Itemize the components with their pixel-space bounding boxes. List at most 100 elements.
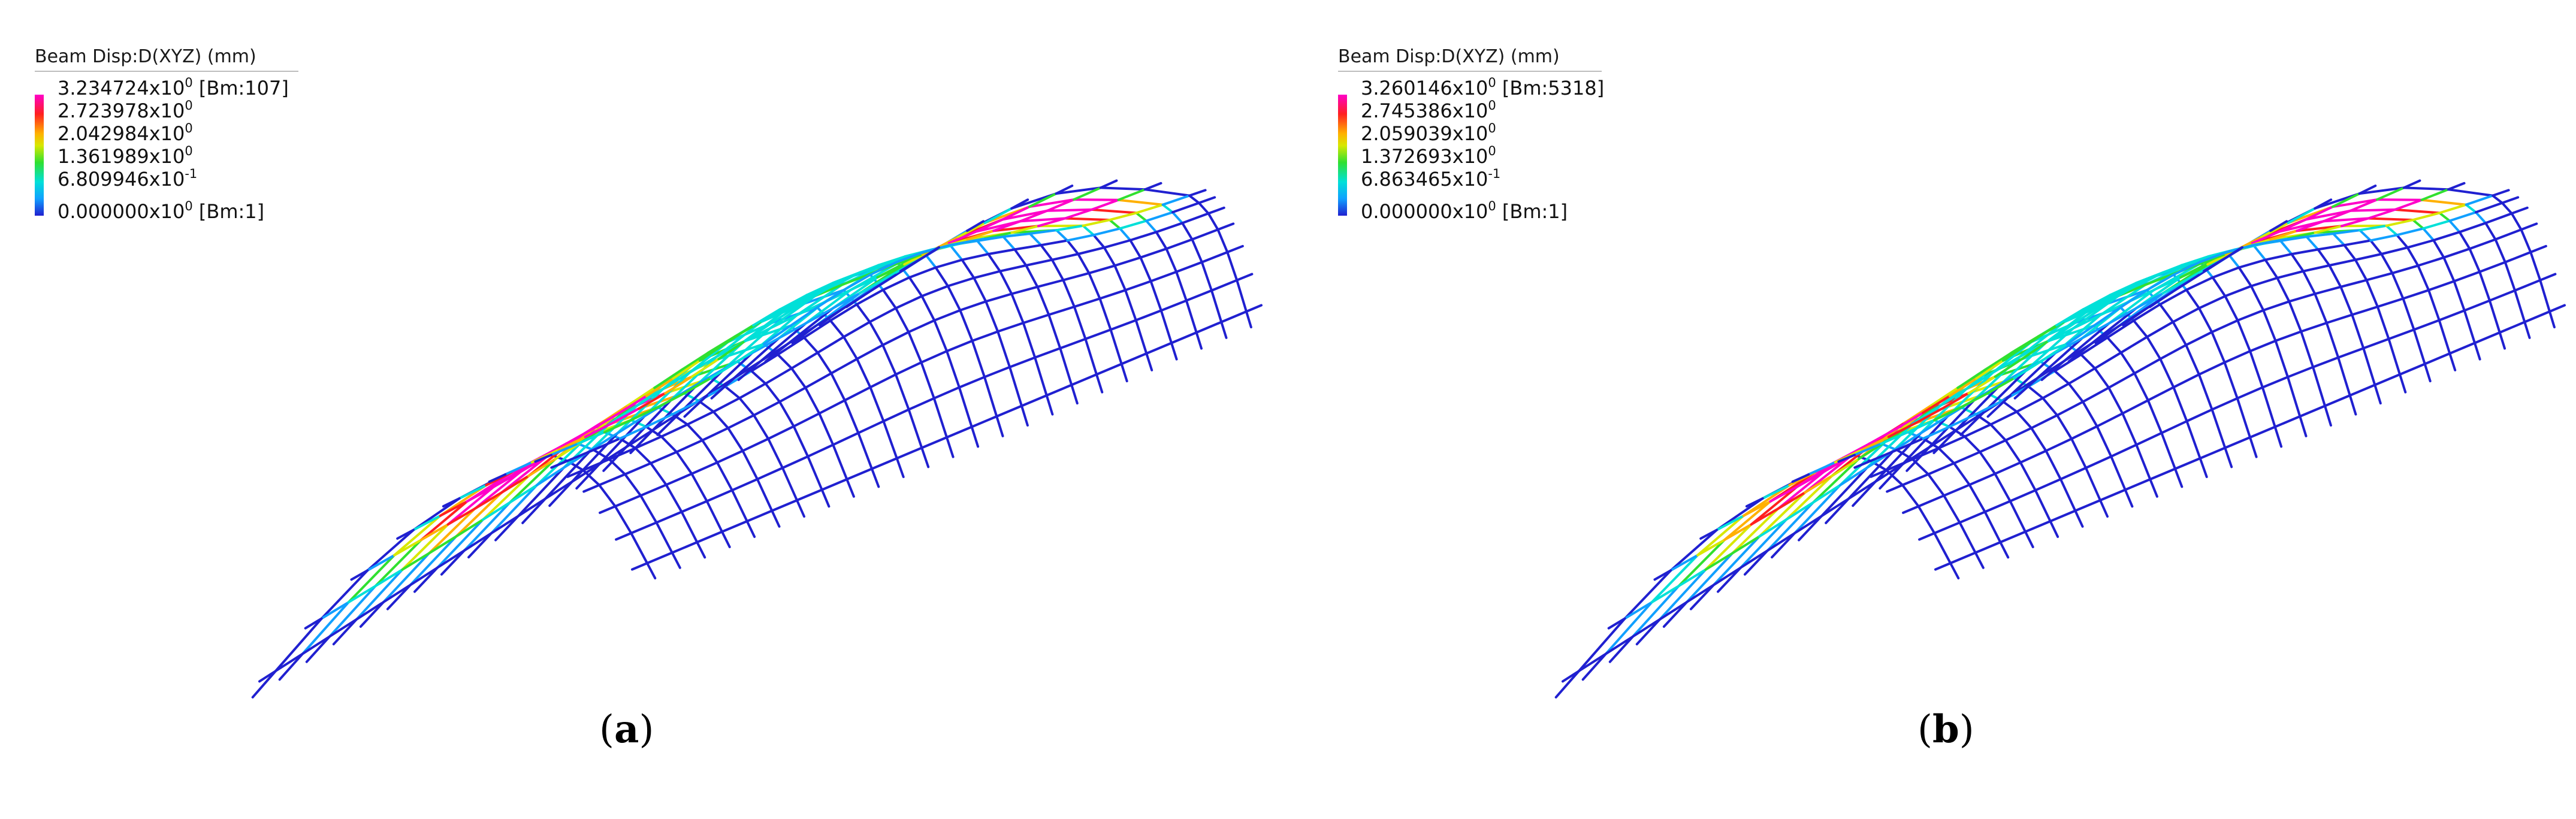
mesh-member bbox=[1669, 528, 1718, 572]
mesh-member bbox=[767, 437, 784, 469]
mesh-member bbox=[2015, 397, 2045, 413]
legend-value-5: 6.863465x10-1 bbox=[1361, 167, 1501, 191]
mesh-member bbox=[603, 419, 633, 434]
mesh-member bbox=[2135, 443, 2152, 480]
mesh-member bbox=[705, 500, 723, 533]
mesh-member bbox=[2484, 212, 2513, 225]
mesh-member bbox=[2127, 275, 2157, 291]
mesh-member bbox=[2121, 399, 2149, 415]
mesh-member bbox=[598, 483, 617, 508]
mesh-member bbox=[1028, 192, 1058, 208]
mesh-member bbox=[1974, 551, 1985, 569]
mesh-member bbox=[2412, 328, 2426, 365]
mesh-member bbox=[1986, 394, 2012, 418]
mesh-member bbox=[2417, 256, 2445, 267]
mesh-member bbox=[1200, 250, 1229, 264]
mesh-member bbox=[868, 321, 884, 346]
mesh-member bbox=[1847, 480, 1877, 500]
mesh-member bbox=[1937, 435, 1966, 449]
mesh-member bbox=[1088, 264, 1116, 274]
mesh-member bbox=[582, 458, 611, 472]
mesh-member bbox=[490, 515, 520, 534]
mesh-member bbox=[2328, 264, 2342, 288]
mesh-member bbox=[1073, 297, 1101, 308]
mesh-member bbox=[2314, 292, 2328, 324]
mesh-member bbox=[769, 314, 798, 330]
mesh-member bbox=[566, 469, 585, 478]
mesh-member bbox=[2332, 232, 2346, 247]
mesh-member bbox=[2317, 248, 2331, 267]
mesh-member bbox=[2059, 467, 2087, 480]
mesh-member bbox=[1723, 500, 1772, 542]
mesh-member bbox=[2514, 279, 2542, 292]
mesh-member bbox=[2146, 336, 2162, 361]
mesh-member bbox=[1983, 510, 2002, 543]
mesh-member bbox=[1171, 201, 1200, 214]
mesh-member bbox=[1040, 239, 1069, 247]
mesh-member bbox=[1914, 407, 1943, 425]
mesh-member bbox=[2420, 188, 2450, 201]
legend-value-4: 1.372693x100 bbox=[1361, 144, 1496, 168]
mesh-member bbox=[2358, 186, 2405, 195]
mesh-member bbox=[881, 343, 897, 376]
mesh-member bbox=[868, 307, 897, 324]
mesh-member bbox=[845, 467, 873, 480]
mesh-member bbox=[1847, 449, 1895, 500]
mesh-member bbox=[750, 353, 780, 373]
mesh-member bbox=[1761, 483, 1791, 500]
mesh-member bbox=[1959, 411, 1985, 436]
mesh-member bbox=[2349, 208, 2396, 212]
mesh-member bbox=[992, 220, 1022, 232]
mesh-member bbox=[436, 518, 484, 569]
mesh-member bbox=[1099, 179, 1118, 189]
mesh-member bbox=[2465, 203, 2477, 214]
mesh-member bbox=[1911, 447, 1940, 461]
mesh-member bbox=[672, 359, 701, 380]
mesh-member bbox=[482, 501, 511, 521]
mesh-member bbox=[328, 618, 358, 638]
mesh-member bbox=[1811, 483, 1841, 504]
mesh-member bbox=[690, 358, 720, 378]
mesh-member bbox=[1117, 188, 1146, 201]
mesh-member bbox=[386, 584, 412, 611]
mesh-member bbox=[2325, 313, 2354, 324]
mesh-member bbox=[1143, 182, 1162, 191]
mesh-member bbox=[1777, 491, 1807, 510]
mesh-member bbox=[995, 415, 1004, 437]
mesh-member bbox=[2402, 289, 2430, 300]
mesh-member bbox=[614, 505, 633, 534]
mesh-member bbox=[820, 488, 831, 508]
mesh-member bbox=[347, 585, 377, 604]
mesh-member bbox=[1210, 279, 1239, 292]
mesh-member bbox=[401, 523, 449, 571]
mesh-member bbox=[2406, 246, 2420, 267]
mesh-member bbox=[805, 282, 835, 297]
mesh-member bbox=[961, 253, 990, 261]
mesh-member bbox=[2312, 365, 2326, 407]
mesh-member bbox=[1062, 279, 1076, 308]
mesh-member bbox=[671, 400, 700, 416]
mesh-member bbox=[2181, 255, 2210, 267]
mesh-member bbox=[1059, 347, 1073, 386]
mesh-member bbox=[2110, 443, 2138, 458]
mesh-member bbox=[973, 276, 987, 303]
mesh-member bbox=[1220, 310, 1248, 324]
mesh-member bbox=[932, 386, 961, 400]
mesh-member bbox=[1934, 562, 1952, 571]
mesh-member bbox=[688, 355, 718, 374]
mesh-member bbox=[393, 514, 442, 557]
mesh-member bbox=[2109, 282, 2138, 297]
mesh-member bbox=[934, 258, 964, 269]
mesh-member bbox=[832, 443, 848, 480]
mesh-member bbox=[2172, 321, 2188, 346]
mesh-member bbox=[2510, 212, 2523, 231]
mesh-member bbox=[671, 541, 699, 554]
mesh-member bbox=[1236, 279, 1248, 313]
mesh-member bbox=[971, 339, 986, 379]
mesh-member bbox=[895, 295, 923, 310]
mesh-member bbox=[933, 309, 962, 322]
mesh-member bbox=[1084, 328, 1112, 340]
mesh-member bbox=[895, 457, 905, 478]
mesh-member bbox=[767, 425, 795, 440]
mesh-member bbox=[1943, 483, 1971, 497]
